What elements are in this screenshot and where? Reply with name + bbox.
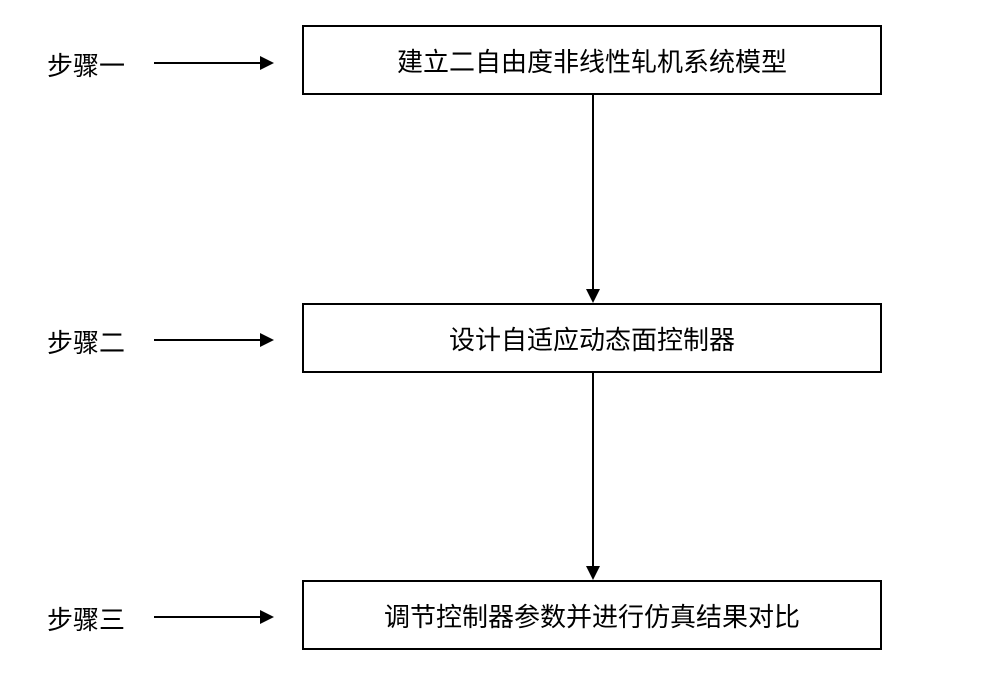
step2-box: 设计自适应动态面控制器	[302, 303, 882, 373]
step3-label: 步骤三	[47, 600, 125, 637]
step2-label: 步骤二	[47, 323, 125, 360]
step3-box-text: 调节控制器参数并进行仿真结果对比	[384, 597, 800, 634]
step2-box-text: 设计自适应动态面控制器	[449, 320, 735, 357]
step1-label: 步骤一	[47, 46, 125, 83]
arrow-v2	[578, 373, 608, 580]
step1-box: 建立二自由度非线性轧机系统模型	[302, 25, 882, 95]
arrow-h2	[154, 325, 274, 355]
step3-box: 调节控制器参数并进行仿真结果对比	[302, 580, 882, 650]
step1-box-text: 建立二自由度非线性轧机系统模型	[397, 42, 787, 79]
arrow-h3	[154, 602, 274, 632]
arrow-h1	[154, 48, 274, 78]
arrow-v1	[578, 95, 608, 303]
